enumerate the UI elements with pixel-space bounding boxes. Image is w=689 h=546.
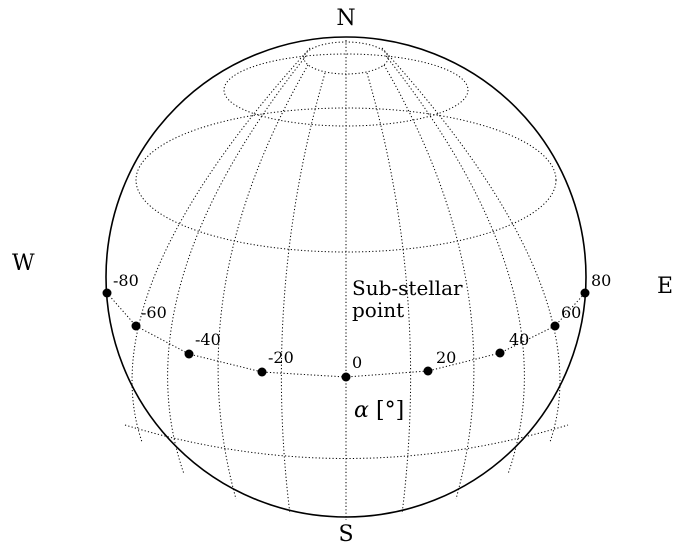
phase-marker bbox=[131, 321, 141, 331]
phase-marker bbox=[102, 288, 112, 298]
phase-marker bbox=[184, 349, 194, 359]
meridian-east-4 bbox=[381, 47, 561, 443]
west-label: W bbox=[12, 251, 35, 276]
substellar-label-line1: Sub-stellar bbox=[352, 276, 463, 300]
phase-label: 40 bbox=[509, 330, 529, 349]
meridian-west-2 bbox=[217, 64, 309, 500]
phase-label: 80 bbox=[591, 271, 611, 290]
phase-label: 0 bbox=[352, 353, 362, 372]
south-label: S bbox=[338, 522, 353, 546]
meridian-west-3 bbox=[167, 55, 307, 475]
phase-markers bbox=[102, 288, 590, 382]
phase-marker bbox=[495, 348, 505, 358]
phase-label: -60 bbox=[141, 303, 167, 322]
phase-label: -80 bbox=[113, 271, 139, 290]
alpha-unit: [°] bbox=[376, 398, 404, 423]
meridian-east-2 bbox=[383, 64, 475, 500]
phase-label: 20 bbox=[436, 348, 456, 367]
alpha-symbol: α bbox=[354, 398, 369, 423]
phase-marker bbox=[580, 288, 590, 298]
phase-marker bbox=[550, 321, 560, 331]
globe-outline bbox=[105, 36, 587, 518]
east-label: E bbox=[657, 274, 673, 299]
phase-label: -20 bbox=[268, 348, 294, 367]
phase-marker bbox=[423, 366, 433, 376]
phase-label: -40 bbox=[195, 330, 221, 349]
meridian-east-1 bbox=[366, 72, 412, 515]
meridian-west-1 bbox=[280, 72, 326, 515]
phase-labels: -80 -60 -40 -20 0 20 40 60 80 bbox=[113, 271, 611, 372]
meridian-lines bbox=[131, 40, 561, 520]
meridian-east-3 bbox=[385, 55, 525, 475]
phase-label: 60 bbox=[561, 303, 581, 322]
substellar-label-line2: point bbox=[352, 298, 404, 322]
north-label: N bbox=[336, 6, 355, 31]
latitude-lines bbox=[124, 41, 569, 459]
meridian-west-4 bbox=[131, 47, 311, 443]
phase-marker bbox=[341, 372, 351, 382]
phase-marker bbox=[257, 367, 267, 377]
